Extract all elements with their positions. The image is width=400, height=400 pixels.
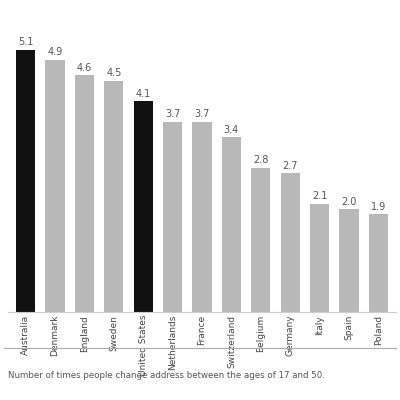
Bar: [163, 122, 182, 312]
Bar: [192, 122, 212, 312]
Bar: [104, 80, 123, 312]
Text: 4.6: 4.6: [77, 63, 92, 73]
Text: 4.1: 4.1: [136, 88, 151, 98]
Bar: [16, 50, 35, 312]
Bar: [75, 76, 94, 312]
Text: 2.1: 2.1: [312, 192, 327, 202]
Text: 2.8: 2.8: [253, 156, 268, 166]
Text: 3.7: 3.7: [194, 109, 210, 119]
Bar: [310, 204, 329, 312]
Text: 2.7: 2.7: [282, 160, 298, 170]
Text: 2.0: 2.0: [341, 196, 357, 206]
Bar: [251, 168, 270, 312]
Text: 4.9: 4.9: [48, 48, 63, 58]
Text: Number of times people change address between the ages of 17 and 50.: Number of times people change address be…: [8, 372, 325, 380]
Bar: [369, 214, 388, 312]
Text: 5.1: 5.1: [18, 37, 33, 47]
Text: 3.4: 3.4: [224, 124, 239, 134]
Bar: [222, 137, 241, 312]
Text: 3.7: 3.7: [165, 109, 180, 119]
Bar: [134, 101, 153, 312]
Text: 1.9: 1.9: [371, 202, 386, 212]
Bar: [340, 209, 358, 312]
Text: 4.5: 4.5: [106, 68, 122, 78]
Bar: [281, 173, 300, 312]
Bar: [46, 60, 64, 312]
